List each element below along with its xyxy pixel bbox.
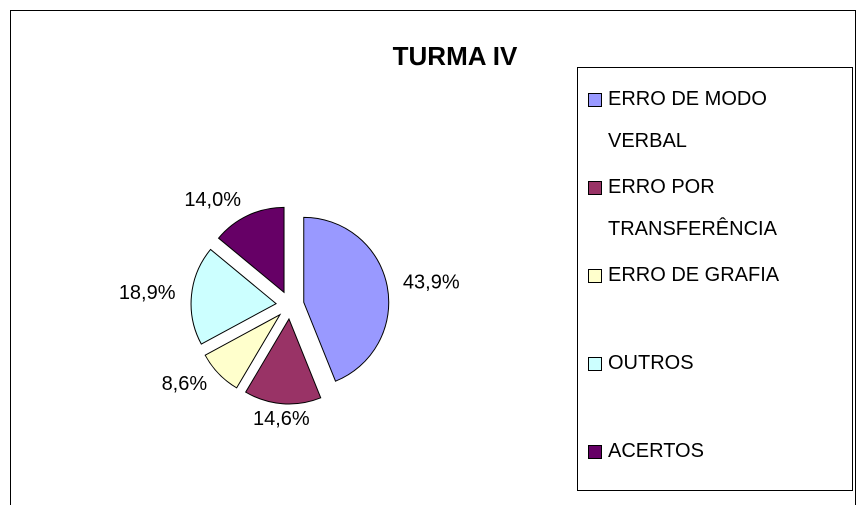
pie-slice (204, 313, 282, 389)
legend-label: ERRO POR TRANSFERÊNCIA (608, 176, 777, 240)
legend: ERRO DE MODO VERBAL ERRO POR TRANSFERÊNCI… (577, 67, 853, 491)
legend-label: ERRO DE GRAFIA (608, 264, 780, 286)
legend-label: ERRO DE MODO VERBAL (608, 88, 767, 152)
legend-swatch (588, 93, 602, 107)
legend-item: OUTROS (578, 342, 852, 430)
pie-slice (190, 248, 277, 345)
legend-label: OUTROS (608, 352, 694, 374)
legend-swatch (588, 269, 602, 283)
legend-swatch (588, 181, 602, 195)
legend-label: ACERTOS (608, 440, 704, 462)
chart-title: TURMA IV (393, 41, 518, 71)
data-label: 14,0% (184, 189, 241, 211)
pie-slice (303, 216, 390, 382)
pie-slice (217, 206, 285, 294)
data-label: 8,6% (162, 373, 208, 395)
data-label: 14,6% (253, 408, 310, 430)
legend-item: ERRO DE MODO VERBAL (578, 78, 852, 166)
legend-swatch (588, 445, 602, 459)
legend-item: ERRO POR TRANSFERÊNCIA (578, 166, 852, 254)
data-label: 43,9% (403, 271, 460, 293)
legend-item: ACERTOS (578, 430, 852, 505)
legend-swatch (588, 357, 602, 371)
legend-item: ERRO DE GRAFIA (578, 254, 852, 342)
pie-slice (244, 317, 322, 405)
frame (10, 10, 856, 505)
data-label: 18,9% (119, 282, 176, 304)
